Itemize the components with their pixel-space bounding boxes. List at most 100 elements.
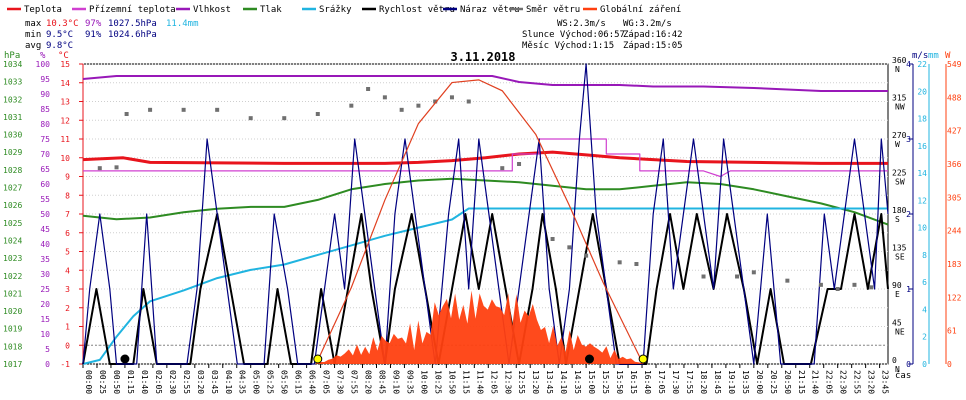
degc-tick-label: 0 <box>65 341 70 350</box>
mm-tick-label: 14 <box>917 169 927 178</box>
wind-dir-point <box>416 103 421 108</box>
stat-max-rain: 11.4mm <box>166 19 199 29</box>
pct-tick-label: 20 <box>40 300 50 309</box>
axis-unit-time: čas <box>895 370 911 381</box>
legend-label: Globální záření <box>600 5 681 15</box>
x-tick-label: 06:40 <box>308 370 317 394</box>
wind-dir-point <box>869 285 874 290</box>
chart-title: 3.11.2018 <box>450 50 515 64</box>
legend-item: Globální záření <box>583 5 681 15</box>
ms-tick-label: 3 <box>906 135 911 144</box>
degc-tick-label: 5 <box>65 248 70 257</box>
w-tick-label: 183 <box>947 260 962 269</box>
x-tick-label: 22:55 <box>853 370 862 394</box>
stat-max-temp: 10.3°C <box>46 19 79 29</box>
w-tick-label: 122 <box>947 293 962 302</box>
pct-tick-label: 50 <box>40 210 50 219</box>
dir-tick-label: W <box>895 140 900 149</box>
x-tick-label: 15:25 <box>601 370 610 394</box>
w-tick-label: 244 <box>947 227 962 236</box>
x-tick-label: 13:20 <box>531 370 540 394</box>
pct-tick-label: 45 <box>40 225 50 234</box>
hpa-tick-label: 1017 <box>3 360 22 369</box>
hpa-tick-label: 1029 <box>3 148 22 157</box>
x-tick-label: 10:00 <box>419 370 428 394</box>
pct-tick-label: 10 <box>40 330 50 339</box>
x-tick-label: 09:35 <box>405 370 414 394</box>
stat-max-press: 1027.5hPa <box>108 19 157 29</box>
x-tick-label: 12:30 <box>503 370 512 394</box>
mm-tick-label: 20 <box>917 87 927 96</box>
pct-tick-label: 60 <box>40 180 50 189</box>
wind-dir-point <box>584 253 589 258</box>
wind-dir-point <box>785 278 790 283</box>
wind-dir-point <box>215 107 220 112</box>
degc-tick-label: 1 <box>65 323 70 332</box>
legend-label: Teplota <box>24 5 62 15</box>
x-tick-label: 09:10 <box>391 370 400 394</box>
series-srazky <box>82 207 888 365</box>
x-tick-label: 17:05 <box>657 370 666 394</box>
dir-tick-value: 315 <box>892 94 907 103</box>
info-ws: WS:2.3m/s <box>557 19 606 29</box>
x-tick-label: 11:40 <box>475 370 484 394</box>
legend-item: Tlak <box>243 5 282 15</box>
hpa-tick-label: 1030 <box>3 131 22 140</box>
wind-dir-point <box>701 274 706 279</box>
x-tick-label: 12:05 <box>489 370 498 394</box>
dir-tick-label: S <box>895 215 900 224</box>
hpa-tick-label: 1022 <box>3 272 22 281</box>
pct-tick-label: 30 <box>40 270 50 279</box>
x-tick-label: 18:20 <box>699 370 708 394</box>
mm-tick-label: 18 <box>917 115 927 124</box>
mm-tick-label: 2 <box>922 333 927 342</box>
dir-tick-label: SW <box>895 178 905 187</box>
x-tick-label: 00:00 <box>84 370 93 394</box>
legend-item: Teplota <box>7 5 62 15</box>
mm-tick-label: 8 <box>922 251 927 260</box>
hpa-tick-label: 1034 <box>3 60 22 69</box>
wind-dir-point <box>124 112 129 116</box>
wind-dir-point <box>248 116 253 121</box>
pct-tick-label: 65 <box>40 165 50 174</box>
hpa-tick-label: 1024 <box>3 236 22 245</box>
series-rychlost-vetru <box>82 213 889 365</box>
mm-tick-label: 22 <box>917 60 927 69</box>
dir-tick-label: NE <box>895 328 905 337</box>
degc-tick-label: 11 <box>60 135 70 144</box>
stat-max-label: max <box>25 19 42 29</box>
x-tick-label: 05:00 <box>252 370 261 394</box>
x-tick-label: 15:00 <box>587 370 596 394</box>
mm-tick-label: 16 <box>917 142 927 151</box>
wind-dir-point <box>382 95 387 100</box>
wind-dir-point <box>366 87 371 91</box>
x-tick-label: 11:15 <box>461 370 470 394</box>
legend-item: Srážky <box>302 5 352 15</box>
x-tick-label: 20:25 <box>769 370 778 394</box>
moon-marker <box>120 354 130 364</box>
x-tick-label: 17:55 <box>685 370 694 394</box>
dir-tick-value: 0 <box>892 356 897 365</box>
series-tlak <box>82 177 889 226</box>
wind-dir-point <box>433 99 438 104</box>
stat-avg-label: avg <box>25 41 41 51</box>
pct-tick-label: 80 <box>40 120 50 129</box>
mm-tick-label: 12 <box>917 196 927 205</box>
wind-dir-point <box>818 282 823 287</box>
x-tick-label: 12:55 <box>517 370 526 394</box>
hpa-tick-label: 1019 <box>3 325 22 334</box>
x-tick-label: 15:50 <box>615 370 624 394</box>
x-tick-label: 03:45 <box>210 370 219 394</box>
stat-min-press: 1024.6hPa <box>108 30 157 40</box>
dir-tick-value: 225 <box>892 169 907 178</box>
dir-tick-label: N <box>895 365 900 374</box>
x-tick-label: 14:10 <box>559 370 568 394</box>
wind-dir-point <box>835 287 840 291</box>
stat-max-hum: 97% <box>85 19 102 29</box>
series-globalni-zareni <box>315 79 644 365</box>
stat-avg-temp: 9.8°C <box>46 41 73 51</box>
x-tick-label: 00:25 <box>98 370 107 394</box>
info-sunset: Západ:16:42 <box>623 30 683 40</box>
wind-dir-point <box>148 107 153 112</box>
